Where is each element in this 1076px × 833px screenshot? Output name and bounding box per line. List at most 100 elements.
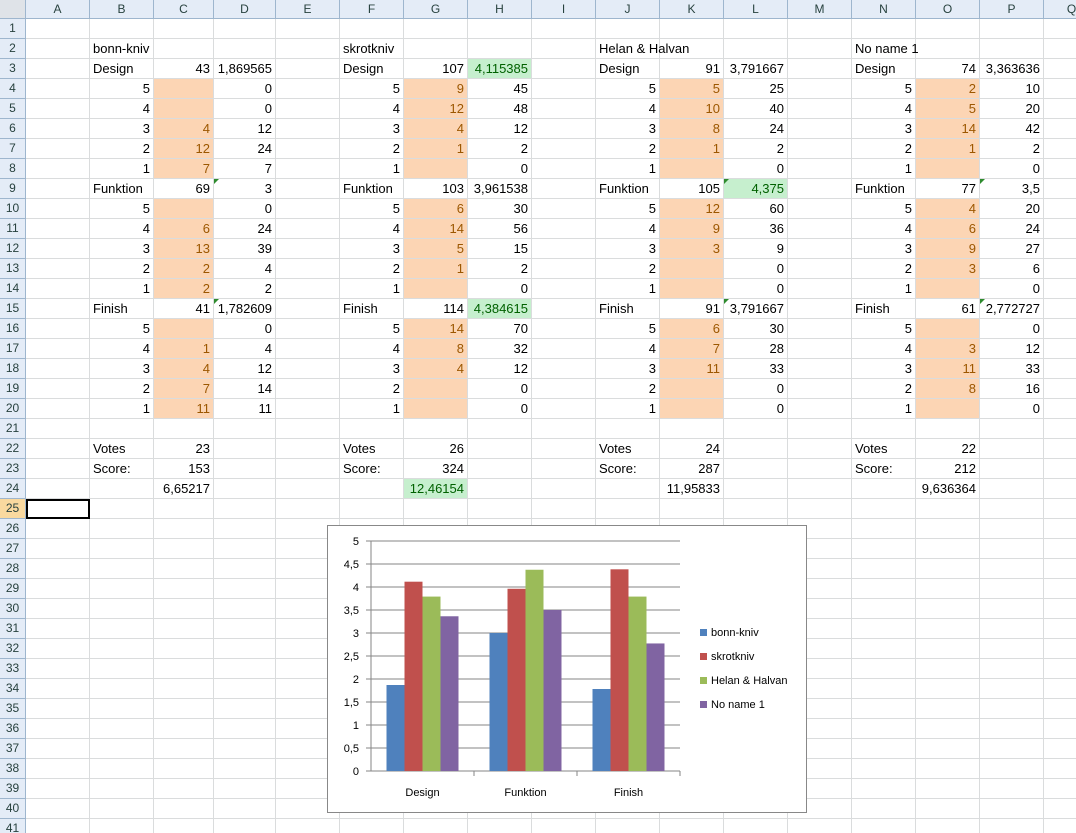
grid-cell[interactable] [788,339,852,359]
cell-g7[interactable]: 1 [404,139,468,159]
row-header-23[interactable]: 23 [0,459,26,479]
grid-cell[interactable] [1044,519,1076,539]
cell-f9[interactable]: Funktion [340,179,404,199]
grid-cell[interactable] [980,759,1044,779]
grid-cell[interactable] [980,479,1044,499]
cell-l14[interactable]: 0 [724,279,788,299]
grid-cell[interactable] [90,19,154,39]
cell-g8[interactable] [404,159,468,179]
cell-c13[interactable]: 2 [154,259,214,279]
grid-cell[interactable] [788,319,852,339]
grid-cell[interactable] [468,459,532,479]
cell-g18[interactable]: 4 [404,359,468,379]
grid-cell[interactable] [788,79,852,99]
grid-cell[interactable] [660,499,724,519]
cell-c16[interactable] [154,319,214,339]
row-header-16[interactable]: 16 [0,319,26,339]
grid-cell[interactable] [852,579,916,599]
cell-f7[interactable]: 2 [340,139,404,159]
grid-cell[interactable] [980,539,1044,559]
cell-d7[interactable]: 24 [214,139,276,159]
grid-cell[interactable] [724,439,788,459]
row-header-17[interactable]: 17 [0,339,26,359]
cell-o23[interactable]: 212 [916,459,980,479]
grid-cell[interactable] [214,639,276,659]
grid-cell[interactable] [916,639,980,659]
cell-n8[interactable]: 1 [852,159,916,179]
cell-c5[interactable] [154,99,214,119]
cell-h6[interactable]: 12 [468,119,532,139]
grid-cell[interactable] [852,559,916,579]
cell-p20[interactable]: 0 [980,399,1044,419]
grid-cell[interactable] [1044,579,1076,599]
cell-j2[interactable]: Helan & Halvan [596,39,689,59]
grid-cell[interactable] [916,679,980,699]
grid-cell[interactable] [276,479,340,499]
cell-l15[interactable]: 3,791667 [724,299,788,319]
grid-cell[interactable] [852,779,916,799]
grid-cell[interactable] [532,219,596,239]
cell-d3[interactable]: 1,869565 [214,59,276,79]
cell-j16[interactable]: 5 [596,319,660,339]
grid-cell[interactable] [276,359,340,379]
cell-n13[interactable]: 2 [852,259,916,279]
cell-h17[interactable]: 32 [468,339,532,359]
grid-cell[interactable] [1044,439,1076,459]
grid-cell[interactable] [26,579,90,599]
row-header-6[interactable]: 6 [0,119,26,139]
grid-cell[interactable] [532,419,596,439]
row-header-18[interactable]: 18 [0,359,26,379]
grid-cell[interactable] [214,619,276,639]
grid-cell[interactable] [980,779,1044,799]
cell-d12[interactable]: 39 [214,239,276,259]
grid-cell[interactable] [660,819,724,833]
grid-cell[interactable] [276,439,340,459]
cell-b3[interactable]: Design [90,59,154,79]
grid-cell[interactable] [852,599,916,619]
grid-cell[interactable] [788,239,852,259]
cell-b13[interactable]: 2 [90,259,154,279]
cell-l17[interactable]: 28 [724,339,788,359]
grid-cell[interactable] [788,439,852,459]
grid-cell[interactable] [788,259,852,279]
cell-j14[interactable]: 1 [596,279,660,299]
grid-cell[interactable] [26,419,90,439]
cell-c9[interactable]: 69 [154,179,214,199]
grid-cell[interactable] [276,179,340,199]
cell-k18[interactable]: 11 [660,359,724,379]
cell-b14[interactable]: 1 [90,279,154,299]
cell-d16[interactable]: 0 [214,319,276,339]
cell-k7[interactable]: 1 [660,139,724,159]
cell-o3[interactable]: 74 [916,59,980,79]
row-header-38[interactable]: 38 [0,759,26,779]
grid-cell[interactable] [980,739,1044,759]
grid-cell[interactable] [532,99,596,119]
grid-cell[interactable] [26,619,90,639]
row-header-21[interactable]: 21 [0,419,26,439]
grid-cell[interactable] [788,799,852,819]
cell-f19[interactable]: 2 [340,379,404,399]
grid-cell[interactable] [852,479,916,499]
grid-cell[interactable] [26,299,90,319]
cell-f10[interactable]: 5 [340,199,404,219]
grid-cell[interactable] [1044,239,1076,259]
row-header-25[interactable]: 25 [0,499,26,519]
grid-cell[interactable] [1044,779,1076,799]
grid-cell[interactable] [154,39,214,59]
cell-b10[interactable]: 5 [90,199,154,219]
grid-cell[interactable] [214,699,276,719]
cell-g23[interactable]: 324 [404,459,468,479]
grid-cell[interactable] [980,519,1044,539]
grid-cell[interactable] [724,19,788,39]
grid-cell[interactable] [532,319,596,339]
grid-cell[interactable] [154,779,214,799]
cell-c11[interactable]: 6 [154,219,214,239]
cell-k22[interactable]: 24 [660,439,724,459]
grid-cell[interactable] [788,599,852,619]
grid-cell[interactable] [1044,499,1076,519]
cell-o11[interactable]: 6 [916,219,980,239]
cell-n14[interactable]: 1 [852,279,916,299]
cell-c24[interactable]: 6,65217 [154,479,214,499]
cell-k3[interactable]: 91 [660,59,724,79]
cell-p16[interactable]: 0 [980,319,1044,339]
